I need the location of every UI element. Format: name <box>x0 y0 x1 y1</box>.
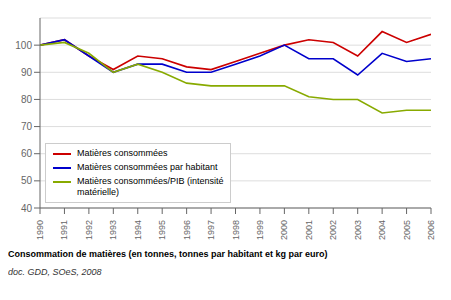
svg-text:1998: 1998 <box>231 220 241 240</box>
svg-text:1999: 1999 <box>255 220 265 240</box>
svg-text:1994: 1994 <box>133 220 143 240</box>
html-text:Matières consommées par habita: Matières consommées par habitant <box>77 162 218 172</box>
svg-text:2001: 2001 <box>304 220 314 240</box>
svg-text:2005: 2005 <box>402 220 412 240</box>
html-text:Matières consommées/PIB (inten: Matières consommées/PIB (intensité <box>77 176 224 186</box>
svg-text:60: 60 <box>21 148 33 159</box>
svg-text:70: 70 <box>21 121 33 132</box>
svg-text:2003: 2003 <box>353 220 363 240</box>
svg-text:1997: 1997 <box>206 220 216 240</box>
svg-text:90: 90 <box>21 67 33 78</box>
svg-text:50: 50 <box>21 175 33 186</box>
svg-text:80: 80 <box>21 94 33 105</box>
svg-text:1993: 1993 <box>108 220 118 240</box>
svg-text:2002: 2002 <box>328 220 338 240</box>
svg-text:2004: 2004 <box>377 220 387 240</box>
svg-text:1995: 1995 <box>157 220 167 240</box>
html-text:Matières consommées: Matières consommées <box>77 148 168 158</box>
svg-text:1996: 1996 <box>182 220 192 240</box>
html-text:Consommation de matières (en t: Consommation de matières (en tonnes, ton… <box>8 249 328 259</box>
html-text:doc. GDD, SOeS, 2008: doc. GDD, SOeS, 2008 <box>8 267 102 277</box>
svg-text:1992: 1992 <box>84 220 94 240</box>
svg-text:40: 40 <box>21 203 33 214</box>
svg-text:1990: 1990 <box>35 220 45 240</box>
svg-text:2000: 2000 <box>279 220 289 240</box>
svg-text:2006: 2006 <box>426 220 436 240</box>
html-text:matérielle): matérielle) <box>77 187 119 197</box>
svg-text:100: 100 <box>15 40 32 51</box>
svg-text:1991: 1991 <box>59 220 69 240</box>
